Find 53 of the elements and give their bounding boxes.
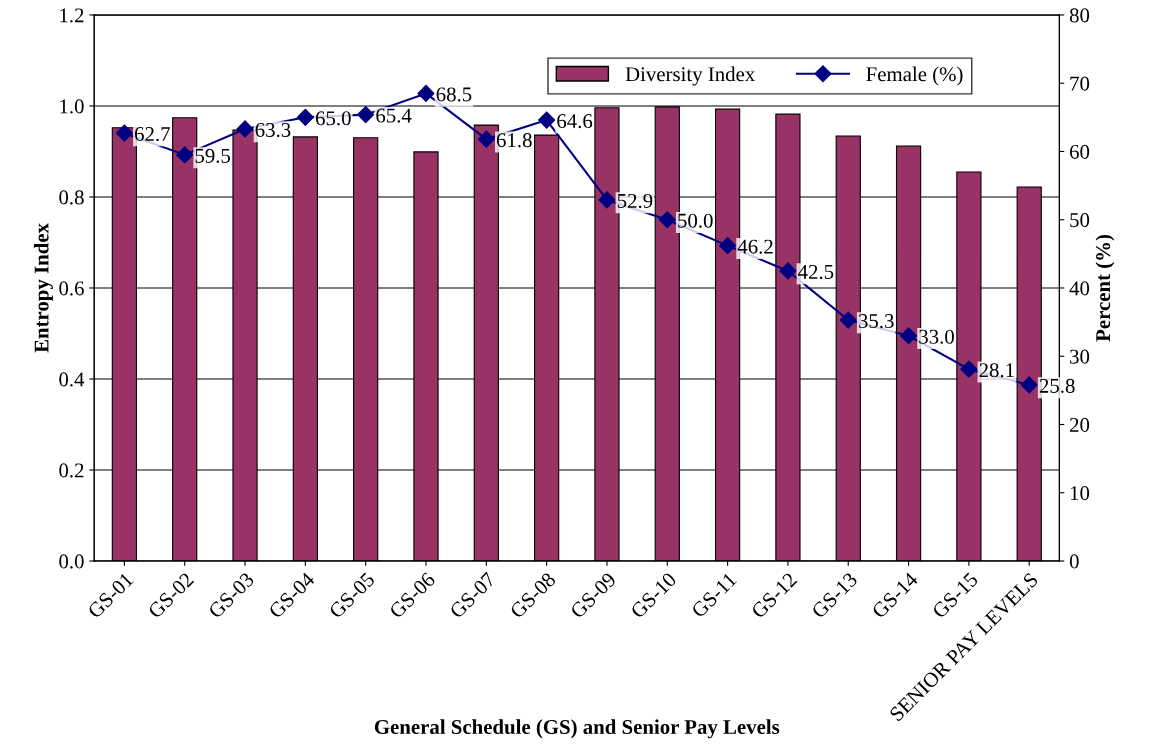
point <box>719 237 737 255</box>
data-label: 61.8 <box>496 133 532 148</box>
point <box>357 106 375 124</box>
data-label: 50.0 <box>678 213 713 228</box>
y2-tick-label: 70 <box>1070 76 1090 91</box>
data-label: 52.9 <box>617 193 653 209</box>
y2-tick-label: 20 <box>1070 417 1090 432</box>
point <box>236 120 254 138</box>
y2-tick-label: 50 <box>1070 213 1090 228</box>
point <box>296 108 314 126</box>
point <box>900 327 918 345</box>
point <box>658 211 676 229</box>
y-tick-label: 0.0 <box>59 554 84 569</box>
y-tick-label: 1.0 <box>60 99 84 114</box>
y-tick-label: 1.2 <box>60 8 84 23</box>
data-label: 33.0 <box>919 329 954 344</box>
point <box>598 191 616 209</box>
data-label: 25.8 <box>1039 378 1075 393</box>
data-label: 35.3 <box>858 314 894 329</box>
data-label: 65.4 <box>376 108 412 123</box>
data-label: 42.5 <box>798 264 834 279</box>
data-label: 63.3 <box>255 122 291 138</box>
data-label: 62.7 <box>135 127 170 142</box>
point <box>1020 376 1038 394</box>
point <box>538 111 556 129</box>
point <box>960 360 978 378</box>
y2-tick-label: 60 <box>1070 144 1090 159</box>
data-label: 65.0 <box>315 111 351 126</box>
y-tick-label: 0.6 <box>59 281 84 296</box>
data-label: 46.2 <box>737 239 773 254</box>
y2-tick-label: 0 <box>1069 554 1079 569</box>
point <box>115 124 133 142</box>
y2-tick-label: 30 <box>1070 349 1090 364</box>
y2-tick-label: 80 <box>1069 8 1090 23</box>
point <box>417 84 435 103</box>
data-label: 68.5 <box>436 87 472 102</box>
y-tick-label: 0.4 <box>59 372 85 387</box>
x-axis-title: General Schedule (GS) and Senior Pay Levels <box>374 719 780 739</box>
data-label: 59.5 <box>195 148 231 163</box>
data-label: 64.6 <box>557 114 593 129</box>
point <box>176 146 194 164</box>
y2-tick-label: 40 <box>1069 281 1090 296</box>
y-axis-title: Entropy Index <box>33 223 53 353</box>
data-label: 28.1 <box>979 363 1014 378</box>
point <box>779 262 797 280</box>
point <box>477 130 495 148</box>
legend-label: Female (%) <box>866 66 963 86</box>
y2-axis-title: Percent (%) <box>1095 235 1115 342</box>
legend-label: Diversity Index <box>625 66 755 86</box>
point <box>839 311 857 329</box>
y-tick-label: 0.8 <box>59 190 84 205</box>
y-tick-label: 0.2 <box>59 463 84 478</box>
y2-tick-label: 10 <box>1070 486 1090 501</box>
